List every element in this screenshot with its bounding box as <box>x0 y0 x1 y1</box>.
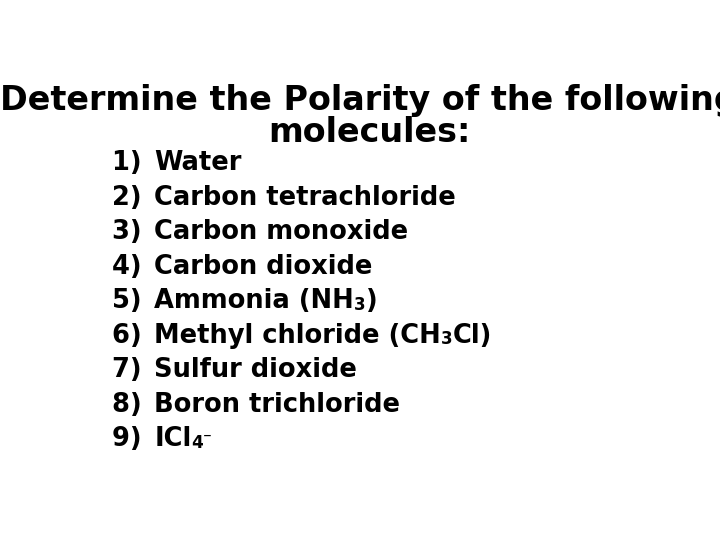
Text: Cl): Cl) <box>453 322 492 349</box>
Text: Carbon monoxide: Carbon monoxide <box>154 219 408 245</box>
Text: Water: Water <box>154 150 241 176</box>
Text: Carbon tetrachloride: Carbon tetrachloride <box>154 185 456 211</box>
Text: 3): 3) <box>112 219 151 245</box>
Text: Ammonia (NH: Ammonia (NH <box>154 288 354 314</box>
Text: 9): 9) <box>112 426 151 452</box>
Text: 4): 4) <box>112 254 151 280</box>
Text: 2): 2) <box>112 185 151 211</box>
Text: Sulfur dioxide: Sulfur dioxide <box>154 357 357 383</box>
Text: 3: 3 <box>441 330 453 348</box>
Text: ⁻: ⁻ <box>203 429 212 448</box>
Text: 6): 6) <box>112 322 151 349</box>
Text: 7): 7) <box>112 357 151 383</box>
Text: Determine the Polarity of the following: Determine the Polarity of the following <box>0 84 720 117</box>
Text: 3: 3 <box>354 295 366 314</box>
Text: Methyl chloride (CH: Methyl chloride (CH <box>154 322 441 349</box>
Text: ): ) <box>366 288 377 314</box>
Text: ICl: ICl <box>154 426 192 452</box>
Text: 8): 8) <box>112 392 151 417</box>
Text: Boron trichloride: Boron trichloride <box>154 392 400 417</box>
Text: molecules:: molecules: <box>268 116 470 148</box>
Text: 5): 5) <box>112 288 151 314</box>
Text: 1): 1) <box>112 150 151 176</box>
Text: Carbon dioxide: Carbon dioxide <box>154 254 372 280</box>
Text: 4: 4 <box>192 434 203 451</box>
